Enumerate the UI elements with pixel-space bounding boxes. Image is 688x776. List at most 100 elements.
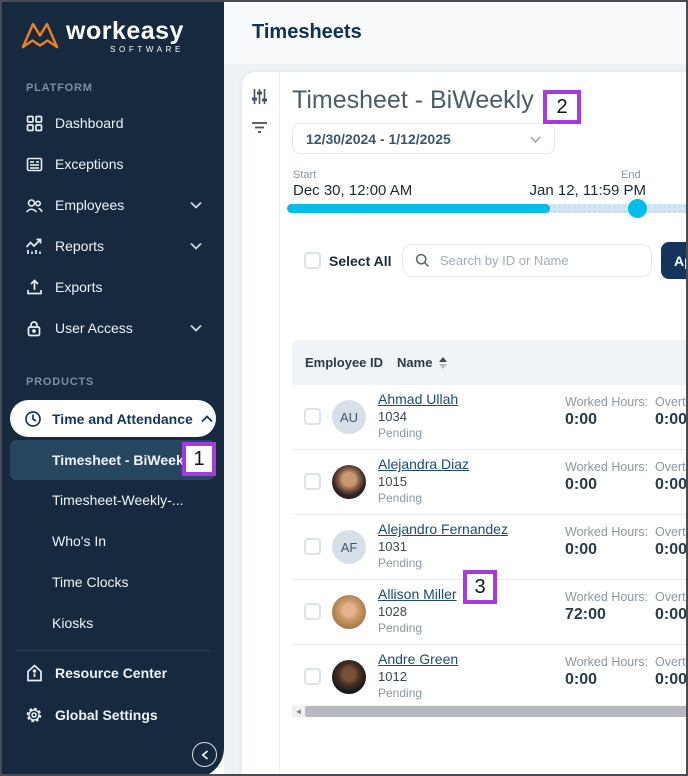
worked-hours-value: 72:00 bbox=[565, 606, 606, 623]
approve-button[interactable]: Ap bbox=[661, 242, 686, 279]
status-text: Pending bbox=[378, 491, 423, 505]
sidebar-item-label: Resource Center bbox=[55, 665, 168, 681]
sidebar-item-user-access[interactable]: User Access bbox=[2, 308, 224, 348]
employee-id: 1028 bbox=[378, 604, 407, 619]
sidebar-item-exceptions[interactable]: Exceptions bbox=[2, 144, 224, 184]
employee-name-link[interactable]: Alejandro Fernandez bbox=[378, 521, 508, 537]
sidebar-item-label: Kiosks bbox=[52, 615, 94, 631]
worked-hours-label: Worked Hours: bbox=[565, 525, 649, 539]
employee-table-body: AU Ahmad Ullah 1034 Pending Worked Hours: 0:0… bbox=[292, 385, 688, 710]
sidebar-item-reports[interactable]: Reports bbox=[2, 226, 224, 266]
table-header: Employee ID Name bbox=[292, 340, 686, 385]
employee-name-link[interactable]: Alejandra Diaz bbox=[378, 456, 470, 472]
avatar: AF bbox=[332, 530, 366, 564]
sort-icon[interactable] bbox=[439, 356, 448, 369]
sidebar-item-label: Reports bbox=[55, 238, 105, 254]
scroll-left-arrow-icon[interactable]: ◄ bbox=[294, 706, 303, 716]
logo-text: workeasy bbox=[66, 17, 184, 45]
sidebar-collapse-button[interactable] bbox=[192, 742, 217, 767]
callout-1: 1 bbox=[182, 442, 216, 476]
status-text: Pending bbox=[378, 621, 423, 635]
sidebar-item-label: Timesheet - BiWeekly bbox=[52, 452, 196, 468]
platform-section-label: PLATFORM bbox=[26, 82, 93, 94]
table-row: Andre Green 1012 Pending Worked Hours: 0:00 O… bbox=[292, 645, 688, 710]
overtime-label: Overti bbox=[655, 590, 688, 604]
avatar bbox=[332, 660, 366, 694]
employee-name-link[interactable]: Allison Miller bbox=[378, 586, 457, 602]
gear-icon bbox=[25, 706, 43, 724]
sidebar-item-dashboard[interactable]: Dashboard bbox=[2, 103, 224, 143]
table-row: Alejandra Diaz 1015 Pending Worked Hours: 0:… bbox=[292, 450, 686, 515]
pay-period-value: 12/30/2024 - 1/12/2025 bbox=[306, 130, 451, 147]
product-group-label: Time and Attendance bbox=[52, 410, 193, 427]
sidebar-item-whos-in[interactable]: Who's In bbox=[2, 521, 215, 561]
search-box[interactable] bbox=[402, 244, 652, 277]
row-checkbox[interactable] bbox=[304, 473, 321, 490]
sidebar-item-label: Exports bbox=[55, 279, 103, 295]
chevron-down-icon bbox=[529, 133, 542, 146]
column-name: Name bbox=[397, 355, 433, 370]
status-text: Pending bbox=[378, 426, 423, 440]
sidebar-item-global-settings[interactable]: Global Settings bbox=[2, 695, 224, 735]
lock-icon bbox=[25, 319, 43, 337]
overtime-value: 0:00 bbox=[655, 606, 688, 623]
sidebar-item-timesheet-weekly[interactable]: Timesheet-Weekly-... bbox=[2, 480, 215, 520]
date-range-slider-handle[interactable] bbox=[628, 199, 647, 218]
tune-filters-icon[interactable] bbox=[251, 88, 268, 105]
horizontal-scrollbar[interactable]: ◄ bbox=[292, 705, 686, 717]
status-text: Pending bbox=[378, 686, 423, 700]
search-icon bbox=[415, 253, 430, 268]
row-checkbox[interactable] bbox=[304, 668, 321, 685]
sidebar-item-time-clocks[interactable]: Time Clocks bbox=[2, 562, 215, 602]
row-checkbox[interactable] bbox=[304, 603, 321, 620]
callout-3: 3 bbox=[463, 570, 497, 604]
overtime-label: Overti bbox=[655, 655, 688, 669]
avatar: AU bbox=[332, 400, 366, 434]
status-text: Pending bbox=[378, 556, 423, 570]
reports-icon bbox=[25, 237, 43, 255]
worked-hours-value: 0:00 bbox=[565, 411, 598, 428]
select-all-checkbox[interactable] bbox=[304, 252, 321, 269]
overtime-value: 0:00 bbox=[655, 671, 688, 688]
tool-column bbox=[242, 72, 280, 774]
sidebar-item-kiosks[interactable]: Kiosks bbox=[2, 603, 215, 643]
chevron-down-icon bbox=[190, 324, 202, 332]
row-checkbox[interactable] bbox=[304, 408, 321, 425]
chevron-down-icon bbox=[190, 242, 202, 250]
employee-name-link[interactable]: Andre Green bbox=[378, 651, 459, 667]
panel-title: Timesheet - BiWeekly bbox=[292, 86, 534, 114]
date-range-slider-fill bbox=[287, 204, 550, 213]
employee-id: 1034 bbox=[378, 409, 407, 424]
sidebar-item-resource-center[interactable]: Resource Center bbox=[2, 653, 224, 693]
column-employee-id: Employee ID bbox=[305, 355, 384, 370]
range-end-label: End bbox=[621, 169, 641, 181]
sidebar: workeasy SOFTWARE PLATFORM Dashboard Exc… bbox=[2, 2, 224, 774]
chevron-down-icon bbox=[190, 201, 202, 209]
sidebar-item-label: Exceptions bbox=[55, 156, 124, 172]
overtime-label: Overti bbox=[655, 395, 688, 409]
employee-name-link[interactable]: Ahmad Ullah bbox=[378, 391, 459, 407]
worked-hours-value: 0:00 bbox=[565, 541, 598, 558]
row-checkbox[interactable] bbox=[304, 538, 321, 555]
chevron-left-icon bbox=[200, 749, 208, 760]
sidebar-item-label: User Access bbox=[55, 320, 133, 336]
sidebar-item-timesheet-biweekly[interactable]: Timesheet - BiWeekly bbox=[10, 440, 215, 480]
sidebar-item-label: Timesheet-Weekly-... bbox=[52, 492, 184, 508]
sidebar-item-exports[interactable]: Exports bbox=[2, 267, 224, 307]
sidebar-item-employees[interactable]: Employees bbox=[2, 185, 224, 225]
worked-hours-value: 0:00 bbox=[565, 671, 598, 688]
page-title: Timesheets bbox=[252, 21, 362, 43]
search-input[interactable] bbox=[438, 252, 632, 269]
employee-id: 1015 bbox=[378, 474, 407, 489]
sidebar-divider bbox=[16, 650, 210, 651]
overtime-value: 0:00 bbox=[655, 541, 688, 558]
employee-id: 1012 bbox=[378, 669, 407, 684]
pay-period-select[interactable]: 12/30/2024 - 1/12/2025 bbox=[292, 123, 555, 154]
avatar bbox=[332, 465, 366, 499]
avatar bbox=[332, 595, 366, 629]
filter-icon[interactable] bbox=[251, 119, 268, 136]
worked-hours-label: Worked Hours: bbox=[565, 460, 649, 474]
exports-icon bbox=[25, 278, 43, 296]
scrollbar-thumb[interactable] bbox=[305, 705, 686, 717]
product-group-time-and-attendance[interactable]: Time and Attendance bbox=[10, 400, 216, 437]
